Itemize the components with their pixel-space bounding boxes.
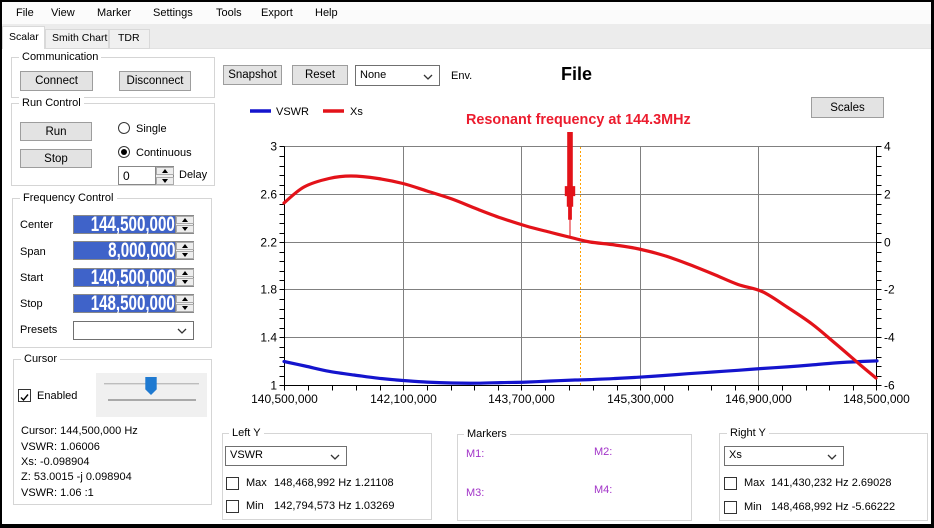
svg-text:VSWR: VSWR	[276, 106, 309, 118]
svg-text:1.8: 1.8	[260, 283, 277, 297]
svg-text:142,100,000: 142,100,000	[370, 392, 437, 406]
svg-text:Resonant frequency at 144.3MHz: Resonant frequency at 144.3MHz	[466, 112, 691, 128]
svg-text:-6: -6	[884, 379, 895, 393]
svg-text:-4: -4	[884, 331, 895, 345]
svg-text:2.6: 2.6	[260, 188, 277, 202]
svg-text:1: 1	[270, 379, 277, 393]
svg-text:-2: -2	[884, 283, 895, 297]
svg-text:4: 4	[884, 140, 891, 154]
svg-text:3: 3	[270, 140, 277, 154]
svg-text:2.2: 2.2	[260, 236, 277, 250]
svg-text:145,300,000: 145,300,000	[607, 392, 674, 406]
svg-text:146,900,000: 146,900,000	[725, 392, 792, 406]
svg-text:148,500,000: 148,500,000	[843, 392, 910, 406]
svg-text:143,700,000: 143,700,000	[488, 392, 555, 406]
svg-text:1.4: 1.4	[260, 331, 277, 345]
svg-text:2: 2	[884, 188, 891, 202]
svg-text:Xs: Xs	[350, 106, 363, 118]
svg-text:140,500,000: 140,500,000	[251, 392, 318, 406]
svg-text:0: 0	[884, 236, 891, 250]
